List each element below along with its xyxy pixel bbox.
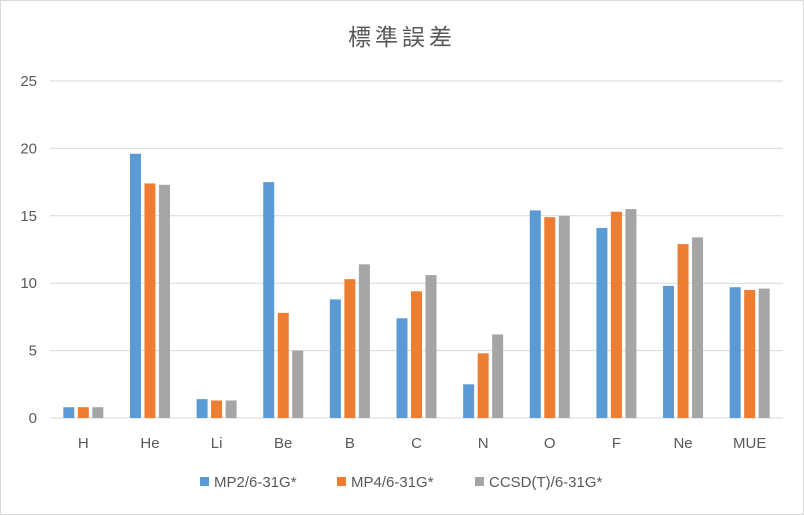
y-axis-ticks: 0 5 10 15 20 25 <box>20 73 37 427</box>
bar <box>344 279 356 418</box>
x-tick-label: F <box>612 435 621 452</box>
x-tick-label: Li <box>211 435 223 452</box>
y-tick-label: 0 <box>29 410 37 427</box>
bar <box>144 183 156 418</box>
bar <box>329 299 341 418</box>
legend-label: MP4/6-31G* <box>351 474 434 491</box>
bar <box>625 209 637 418</box>
y-tick-label: 15 <box>20 208 37 225</box>
bar <box>263 182 275 418</box>
bar <box>677 244 689 418</box>
bar <box>744 289 756 418</box>
bar <box>610 211 622 418</box>
bar <box>411 291 422 418</box>
y-tick-label: 20 <box>20 140 37 157</box>
x-tick-label: N <box>478 435 489 452</box>
bar <box>396 318 408 418</box>
y-tick-label: 5 <box>29 343 37 360</box>
chart-title: 標準誤差 <box>348 25 456 51</box>
bar <box>529 210 541 418</box>
bar <box>277 312 289 418</box>
bar <box>477 353 489 418</box>
bar <box>77 407 89 418</box>
x-tick-label: Ne <box>673 435 692 452</box>
bar <box>558 215 570 418</box>
bar <box>463 384 475 418</box>
x-tick-label: MUE <box>733 435 766 452</box>
bar <box>92 407 104 418</box>
bar <box>758 288 770 418</box>
legend-swatch <box>200 477 209 486</box>
bar <box>292 350 304 418</box>
bar <box>596 227 608 418</box>
bar <box>211 400 223 418</box>
bar <box>663 285 675 418</box>
bars <box>63 153 770 419</box>
legend-label: CCSD(T)/6-31G* <box>489 474 603 491</box>
bar <box>729 287 741 418</box>
legend-label: MP2/6-31G* <box>214 474 297 491</box>
legend: MP2/6-31G* MP4/6-31G* CCSD(T)/6-31G* <box>200 474 603 491</box>
legend-swatch <box>475 477 484 486</box>
x-tick-label: Be <box>274 435 292 452</box>
bar <box>492 334 504 418</box>
bar <box>196 399 208 418</box>
x-tick-label: H <box>78 435 89 452</box>
x-tick-label: He <box>140 435 159 452</box>
x-tick-label: C <box>411 435 422 452</box>
y-tick-label: 25 <box>20 73 37 90</box>
bar <box>692 237 704 418</box>
x-tick-label: B <box>345 435 355 452</box>
gridlines <box>50 80 783 419</box>
bar <box>63 407 75 418</box>
bar <box>544 217 556 418</box>
y-tick-label: 10 <box>20 275 37 292</box>
bar <box>225 400 237 418</box>
bar <box>158 184 170 418</box>
x-tick-label: O <box>544 435 556 452</box>
bar <box>129 153 141 419</box>
bar <box>425 275 437 418</box>
x-axis-ticks: H He Li Be B C N O F Ne MUE <box>78 435 766 452</box>
legend-swatch <box>337 477 346 486</box>
bar <box>358 264 370 418</box>
